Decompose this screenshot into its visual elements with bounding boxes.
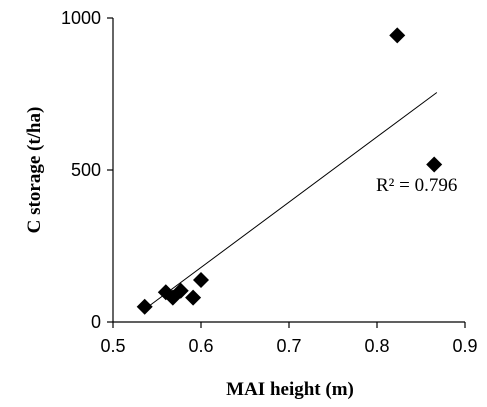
x-tick-label: 0.9 [452, 336, 477, 356]
data-point [193, 272, 209, 289]
data-point [426, 156, 443, 173]
x-tick-label: 0.7 [276, 336, 301, 356]
x-tick-label: 0.8 [364, 336, 389, 356]
x-tick-label: 0.5 [100, 336, 125, 356]
data-point [185, 289, 202, 306]
data-point [389, 27, 406, 44]
trendline [144, 92, 438, 310]
x-axis-title: MAI height (m) [226, 379, 354, 400]
x-tick-label: 0.6 [188, 336, 213, 356]
y-tick-label: 0 [91, 312, 101, 332]
y-tick-label: 1000 [61, 8, 101, 28]
y-axis-title: C storage (t/ha) [24, 107, 45, 234]
data-point [172, 282, 189, 299]
data-point [136, 298, 153, 315]
y-tick-label: 500 [71, 160, 101, 180]
plot-area: 0 500 1000 0.5 0.6 0.7 0.8 0.9 [61, 8, 478, 356]
r-squared-annotation: R² = 0.796 [376, 175, 457, 196]
